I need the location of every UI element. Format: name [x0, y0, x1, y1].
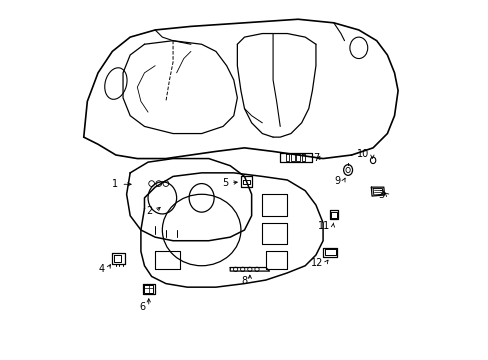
Text: 3: 3: [378, 190, 384, 200]
Text: 12: 12: [310, 258, 323, 268]
Text: 9: 9: [334, 176, 340, 186]
Text: 6: 6: [140, 302, 145, 312]
Text: 7: 7: [313, 153, 319, 163]
Text: 4: 4: [99, 264, 105, 274]
Text: 2: 2: [146, 206, 152, 216]
Text: 11: 11: [317, 221, 329, 231]
Text: 1: 1: [112, 179, 118, 189]
Text: 10: 10: [357, 149, 369, 159]
Text: 8: 8: [241, 276, 246, 286]
Text: 5: 5: [222, 178, 227, 188]
